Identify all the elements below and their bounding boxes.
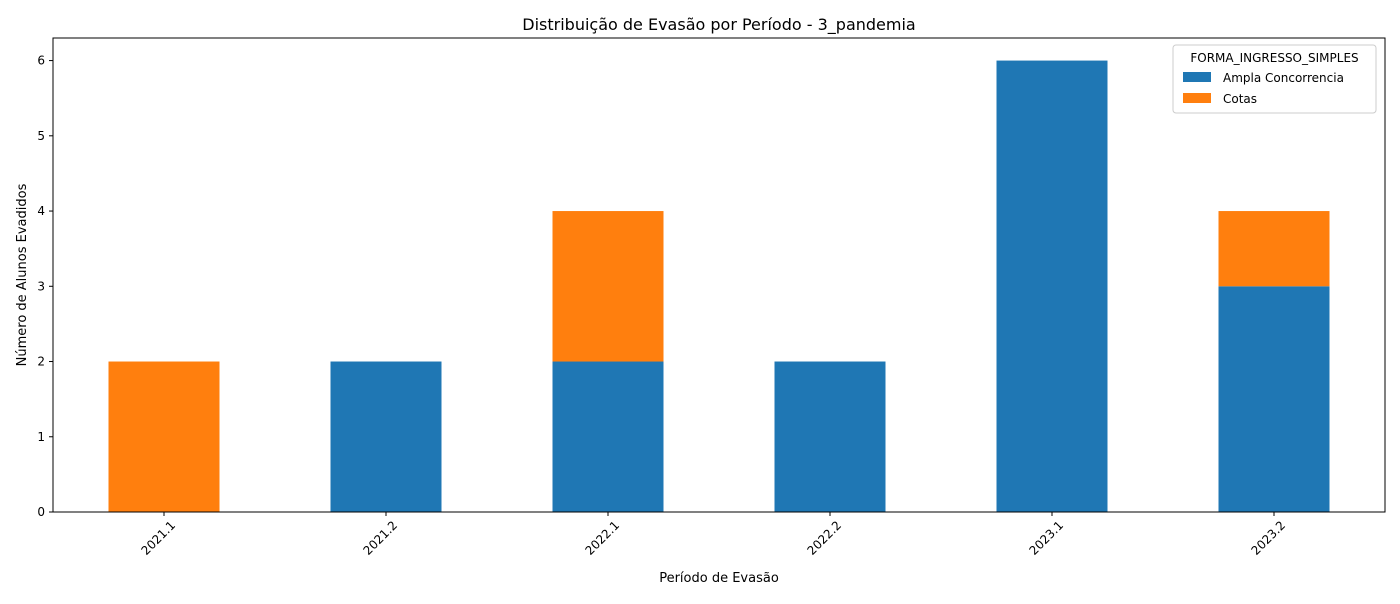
bar-cotas-2022-1 <box>552 211 664 362</box>
plot-area: 0 1 2 3 4 5 6 2021.1 2021.2 2022.1 2022.2 2023.1 202… <box>37 37 1386 558</box>
x-tick-label: 2022.1 <box>583 518 623 558</box>
legend-label-cotas: Cotas <box>1223 92 1257 106</box>
x-tick-label: 2021.2 <box>361 518 401 558</box>
x-tick-label: 2022.2 <box>805 518 845 558</box>
plot-frame <box>52 37 1386 513</box>
legend-title: FORMA_INGRESSO_SIMPLES <box>1190 51 1358 65</box>
bar-cotas-2021-1 <box>108 361 220 512</box>
legend-box <box>1172 44 1377 114</box>
y-axis-label: Número de Alunos Evadidos <box>15 183 30 366</box>
bar-ampla-2023-1 <box>996 60 1108 512</box>
bar-ampla-2022-1 <box>552 361 664 512</box>
bar-ampla-2022-2 <box>774 361 886 512</box>
chart-title: Distribuição de Evasão por Período - 3_p… <box>522 15 915 35</box>
legend: FORMA_INGRESSO_SIMPLES Ampla Concorrencia… <box>1172 44 1377 114</box>
y-tick-label: 3 <box>37 279 45 293</box>
x-tick-label: 2023.1 <box>1027 518 1067 558</box>
legend-swatch-cotas <box>1183 93 1211 103</box>
y-tick-label: 5 <box>37 129 45 143</box>
bar-ampla-2021-2 <box>330 361 442 512</box>
y-tick-label: 4 <box>37 204 45 218</box>
legend-swatch-ampla <box>1183 72 1211 82</box>
x-axis-label: Período de Evasão <box>659 571 779 586</box>
x-tick-label: 2023.2 <box>1249 518 1289 558</box>
bar-cotas-2023-2 <box>1218 211 1330 287</box>
y-tick-label: 2 <box>37 355 45 369</box>
y-tick-label: 1 <box>37 430 45 444</box>
x-tick-label: 2021.1 <box>139 518 179 558</box>
y-tick-label: 0 <box>37 505 45 519</box>
bar-ampla-2023-2 <box>1218 286 1330 512</box>
y-tick-label: 6 <box>37 54 45 68</box>
legend-label-ampla: Ampla Concorrencia <box>1223 71 1344 85</box>
